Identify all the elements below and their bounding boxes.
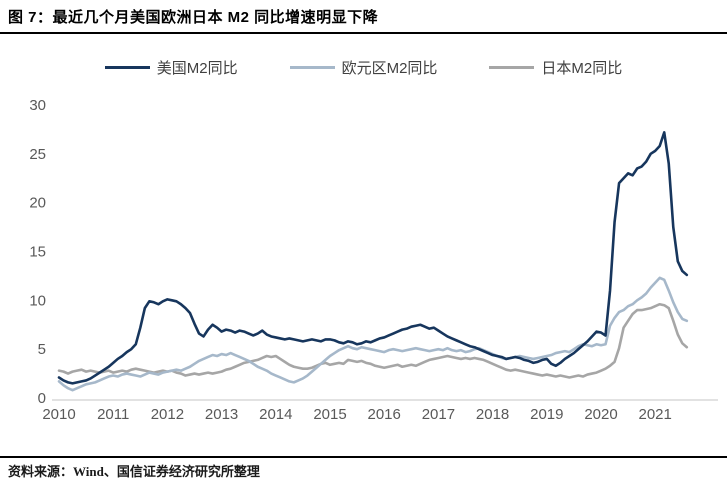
title-divider-line xyxy=(0,32,727,34)
chart-legend: 美国M2同比 欧元区M2同比 日本M2同比 xyxy=(0,57,727,78)
figure-source-note: 资料来源：Wind、国信证券经济研究所整理 xyxy=(8,464,260,479)
series-line-japan-m2 xyxy=(57,302,689,379)
x-axis-tick-label: 2012 xyxy=(151,406,184,423)
legend-line-swatch-eurozone xyxy=(289,66,335,69)
x-axis-tick-label: 2010 xyxy=(42,406,75,423)
legend-item-eurozone-m2: 欧元区M2同比 xyxy=(289,57,438,78)
x-axis-tick-label: 2020 xyxy=(584,406,617,423)
legend-label-eurozone: 欧元区M2同比 xyxy=(341,60,438,77)
legend-label-us: 美国M2同比 xyxy=(156,60,238,77)
x-axis-tick-label: 2015 xyxy=(313,406,346,423)
y-axis-tick-label: 5 xyxy=(38,341,46,358)
legend-item-us-m2: 美国M2同比 xyxy=(104,57,238,78)
x-axis-tick-label: 2018 xyxy=(476,406,509,423)
footer-divider-line xyxy=(0,456,727,458)
x-axis-tick-label: 2021 xyxy=(639,406,672,423)
legend-line-swatch-us xyxy=(104,66,150,69)
x-axis-tick-label: 2011 xyxy=(97,406,129,423)
y-axis-tick-label: 25 xyxy=(29,146,46,163)
y-axis-tick-label: 10 xyxy=(29,292,46,309)
x-axis-tick-label: 2017 xyxy=(422,406,455,423)
x-axis-tick-label: 2016 xyxy=(368,406,401,423)
y-axis-tick-label: 30 xyxy=(29,97,46,114)
y-axis-tick-label: 0 xyxy=(38,390,46,407)
legend-item-japan-m2: 日本M2同比 xyxy=(489,57,622,78)
x-axis-tick-label: 2013 xyxy=(205,406,238,423)
y-axis-tick-label: 20 xyxy=(29,195,46,212)
series-line-us-m2 xyxy=(57,131,689,385)
figure-title: 图 7：最近几个月美国欧洲日本 M2 同比增速明显下降 xyxy=(8,9,379,26)
legend-label-japan: 日本M2同比 xyxy=(541,60,623,77)
x-axis-tick-label: 2019 xyxy=(530,406,563,423)
y-axis-tick-label: 15 xyxy=(29,244,46,261)
x-axis-tick-label: 2014 xyxy=(259,406,292,423)
legend-line-swatch-japan xyxy=(489,66,535,69)
